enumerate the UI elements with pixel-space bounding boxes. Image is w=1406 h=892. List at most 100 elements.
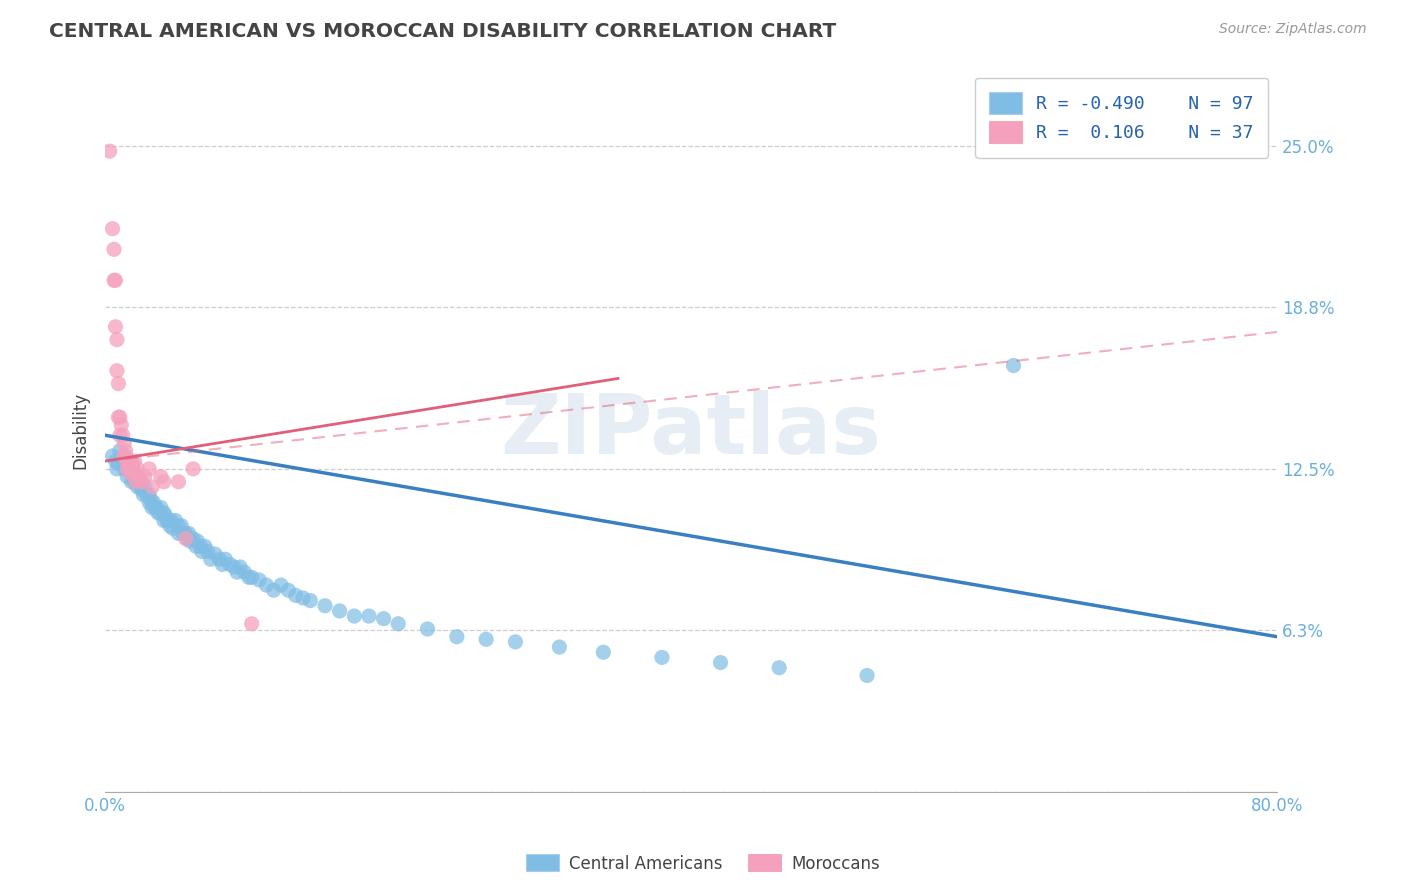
- Point: [105, 364, 128, 378]
- Point: [211, 558, 233, 572]
- Point: [112, 436, 135, 450]
- Point: [157, 514, 180, 528]
- Point: [233, 565, 256, 579]
- Point: [114, 449, 136, 463]
- Point: [104, 454, 127, 468]
- Point: [156, 514, 179, 528]
- Point: [200, 552, 222, 566]
- Point: [162, 521, 184, 535]
- Point: [128, 475, 150, 489]
- Point: [238, 570, 260, 584]
- Point: [108, 428, 131, 442]
- Point: [416, 622, 439, 636]
- Point: [446, 630, 468, 644]
- Point: [138, 462, 160, 476]
- Point: [120, 462, 142, 476]
- Point: [105, 462, 128, 476]
- Point: [176, 532, 198, 546]
- Point: [118, 454, 141, 468]
- Point: [186, 534, 208, 549]
- Point: [184, 539, 207, 553]
- Point: [101, 221, 124, 235]
- Legend: Central Americans, Moroccans: Central Americans, Moroccans: [519, 847, 887, 880]
- Point: [373, 612, 395, 626]
- Point: [329, 604, 352, 618]
- Point: [240, 570, 263, 584]
- Point: [112, 462, 135, 476]
- Point: [101, 449, 124, 463]
- Point: [114, 443, 136, 458]
- Point: [214, 552, 236, 566]
- Point: [194, 539, 217, 553]
- Point: [134, 480, 156, 494]
- Point: [122, 457, 145, 471]
- Point: [115, 462, 138, 476]
- Point: [111, 454, 134, 468]
- Text: ZIPatlas: ZIPatlas: [501, 390, 882, 471]
- Point: [149, 500, 172, 515]
- Point: [167, 518, 190, 533]
- Point: [138, 488, 160, 502]
- Point: [218, 558, 240, 572]
- Point: [167, 475, 190, 489]
- Point: [135, 488, 157, 502]
- Point: [103, 273, 125, 287]
- Point: [475, 632, 498, 647]
- Point: [229, 560, 252, 574]
- Point: [105, 333, 128, 347]
- Point: [179, 534, 201, 549]
- Text: Source: ZipAtlas.com: Source: ZipAtlas.com: [1219, 22, 1367, 37]
- Point: [856, 668, 879, 682]
- Y-axis label: Disability: Disability: [72, 392, 89, 468]
- Point: [107, 376, 129, 391]
- Point: [174, 526, 197, 541]
- Point: [224, 560, 246, 574]
- Point: [191, 544, 214, 558]
- Point: [124, 467, 146, 481]
- Point: [247, 573, 270, 587]
- Point: [357, 609, 380, 624]
- Point: [208, 552, 231, 566]
- Point: [104, 319, 127, 334]
- Point: [197, 544, 219, 558]
- Point: [548, 640, 571, 654]
- Point: [768, 661, 790, 675]
- Point: [592, 645, 614, 659]
- Point: [120, 462, 142, 476]
- Point: [145, 500, 167, 515]
- Point: [181, 462, 204, 476]
- Point: [128, 469, 150, 483]
- Point: [270, 578, 292, 592]
- Point: [124, 475, 146, 489]
- Point: [505, 635, 527, 649]
- Point: [277, 583, 299, 598]
- Point: [284, 588, 307, 602]
- Point: [153, 475, 176, 489]
- Point: [387, 616, 409, 631]
- Point: [131, 475, 153, 489]
- Point: [141, 480, 163, 494]
- Text: CENTRAL AMERICAN VS MOROCCAN DISABILITY CORRELATION CHART: CENTRAL AMERICAN VS MOROCCAN DISABILITY …: [49, 22, 837, 41]
- Point: [111, 428, 134, 442]
- Point: [174, 532, 197, 546]
- Point: [159, 518, 181, 533]
- Point: [153, 506, 176, 520]
- Point: [141, 500, 163, 515]
- Point: [107, 410, 129, 425]
- Point: [292, 591, 315, 605]
- Point: [240, 616, 263, 631]
- Point: [160, 514, 183, 528]
- Point: [709, 656, 731, 670]
- Point: [177, 526, 200, 541]
- Point: [108, 410, 131, 425]
- Point: [115, 454, 138, 468]
- Point: [190, 539, 212, 553]
- Point: [115, 462, 138, 476]
- Point: [118, 454, 141, 468]
- Point: [343, 609, 366, 624]
- Point: [125, 475, 148, 489]
- Point: [299, 593, 322, 607]
- Point: [172, 526, 194, 541]
- Point: [112, 449, 135, 463]
- Point: [1002, 359, 1025, 373]
